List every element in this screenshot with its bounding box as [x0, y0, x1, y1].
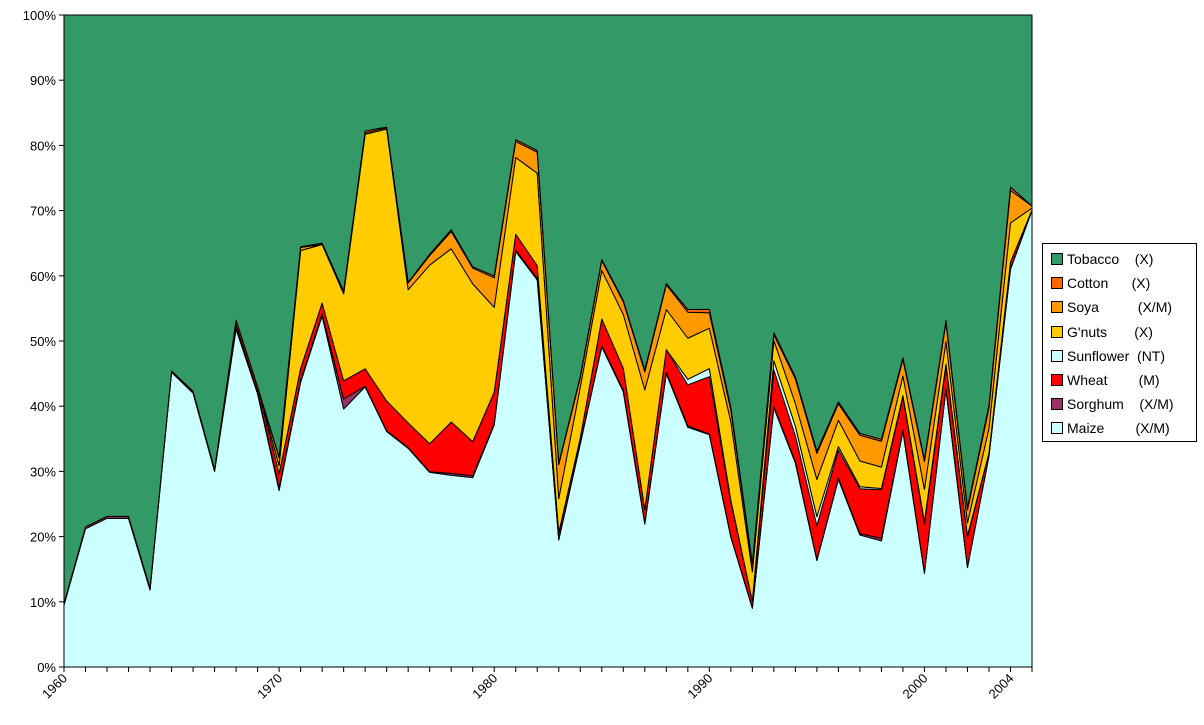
area-layer	[63, 14, 1033, 668]
y-tick-label: 100%	[23, 8, 57, 23]
x-tick-label: 2004	[986, 671, 1017, 702]
legend-label-wheat: Wheat (M)	[1067, 372, 1160, 389]
legend-item-maize: Maize (X/M)	[1043, 416, 1196, 440]
y-tick-label: 10%	[30, 595, 56, 610]
legend-item-sorghum: Sorghum (X/M)	[1043, 392, 1196, 416]
legend-item-gnuts: G'nuts (X)	[1043, 320, 1196, 344]
legend-item-wheat: Wheat (M)	[1043, 368, 1196, 392]
y-tick-label: 60%	[30, 269, 56, 284]
legend-item-soya: Soya (X/M)	[1043, 295, 1196, 319]
x-tick-label: 1960	[39, 671, 70, 702]
y-tick-label: 70%	[30, 204, 56, 219]
x-tick-label: 1990	[684, 671, 715, 702]
legend-swatch-maize	[1051, 422, 1063, 435]
legend-swatch-soya	[1051, 301, 1063, 314]
legend: Tobacco (X) Cotton (X) Soya (X/M) G'nuts (X…	[1042, 243, 1197, 442]
legend-swatch-sorghum	[1051, 398, 1063, 411]
legend-item-tobacco: Tobacco (X)	[1043, 247, 1196, 271]
legend-swatch-sunflower	[1051, 349, 1063, 362]
legend-swatch-wheat	[1051, 374, 1063, 387]
y-tick-label: 50%	[30, 334, 56, 349]
legend-label-sunflower: Sunflower (NT)	[1067, 347, 1166, 364]
x-tick-label: 2000	[900, 671, 931, 702]
legend-label-maize: Maize (X/M)	[1067, 420, 1170, 437]
legend-label-soya: Soya (X/M)	[1067, 299, 1173, 316]
legend-label-gnuts: G'nuts (X)	[1067, 323, 1153, 340]
y-tick-label: 80%	[30, 138, 56, 153]
y-tick-label: 90%	[30, 73, 56, 88]
y-tick-label: 30%	[30, 464, 56, 479]
legend-label-cotton: Cotton (X)	[1067, 275, 1151, 292]
y-tick-label: 40%	[30, 399, 56, 414]
legend-swatch-tobacco	[1051, 253, 1063, 266]
legend-item-sunflower: Sunflower (NT)	[1043, 344, 1196, 368]
legend-label-tobacco: Tobacco (X)	[1067, 251, 1154, 268]
axes-layer: 0% 10% 20% 30% 40% 50% 60% 70% 80% 90% 100% 1960 197…	[23, 8, 1033, 702]
x-tick-label: 1970	[254, 671, 285, 702]
legend-label-sorghum: Sorghum (X/M)	[1067, 396, 1174, 413]
y-tick-label: 20%	[30, 530, 56, 545]
legend-swatch-cotton	[1051, 277, 1063, 290]
x-tick-label: 1980	[469, 671, 500, 702]
legend-item-cotton: Cotton (X)	[1043, 271, 1196, 295]
legend-swatch-gnuts	[1051, 325, 1063, 338]
y-tick-label: 0%	[37, 660, 56, 675]
